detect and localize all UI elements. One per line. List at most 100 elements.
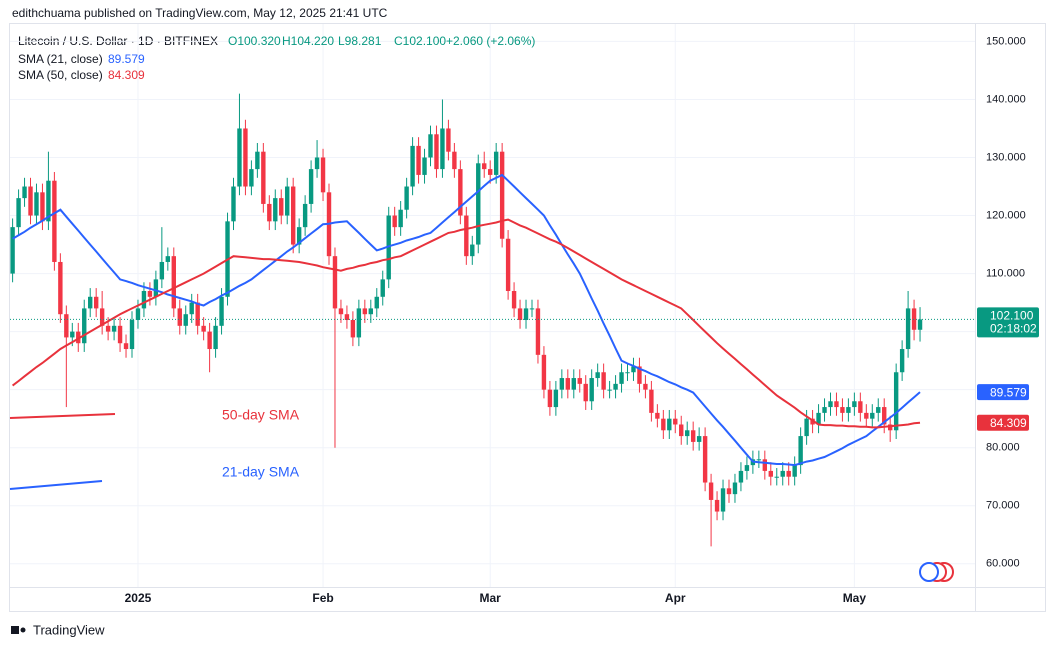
candle-body	[476, 163, 481, 245]
candle-body	[350, 320, 356, 338]
candle-body	[685, 430, 690, 437]
candle-body	[655, 412, 660, 419]
candle-body	[816, 412, 821, 425]
candle-body	[702, 436, 708, 483]
candle-body	[517, 308, 523, 321]
candle-body	[822, 407, 827, 413]
candle-body	[243, 128, 248, 187]
candle-body	[422, 157, 427, 175]
candle-body	[285, 186, 290, 216]
candle-body	[511, 290, 517, 309]
x-tick-label: Apr	[665, 591, 686, 605]
candle-body	[864, 412, 869, 419]
candle-body	[458, 169, 463, 216]
annotation: 21-day SMA	[222, 464, 300, 480]
candle-body	[649, 389, 654, 413]
candle-body	[434, 134, 439, 170]
candle-body	[159, 261, 165, 280]
candle-body	[249, 169, 254, 187]
change: +2.060 (+2.06%)	[446, 34, 535, 48]
candle-body	[320, 157, 326, 193]
price-tag-label: 102.100	[990, 309, 1034, 323]
candle-body	[111, 325, 117, 332]
candle-body	[547, 389, 553, 408]
price-tag-label: 89.579	[990, 385, 1027, 399]
y-tick-label: 140.000	[986, 93, 1026, 105]
candle-body	[368, 308, 373, 315]
legend-name: SMA (21, close)	[18, 52, 103, 66]
candle-body	[834, 401, 839, 408]
candle-body	[535, 308, 541, 355]
candle-body	[290, 186, 296, 245]
candle-body	[631, 366, 636, 373]
candle-body	[786, 470, 791, 477]
candle-body	[82, 308, 87, 344]
candle-body	[774, 476, 779, 478]
candle-body	[619, 372, 624, 384]
candle-body	[452, 151, 457, 170]
candle-body	[28, 186, 33, 216]
candle-body	[565, 378, 571, 390]
grid	[10, 24, 975, 587]
candle-body	[52, 180, 57, 262]
candle-body	[470, 244, 475, 257]
legend-name: SMA (50, close)	[18, 68, 103, 82]
candle-body	[732, 482, 738, 495]
y-tick-label: 130.000	[986, 151, 1026, 163]
candle-body	[613, 383, 618, 390]
candle-body	[690, 430, 696, 442]
candle-body	[523, 308, 529, 321]
candle-body	[625, 372, 630, 374]
candle-body	[852, 401, 857, 408]
annotation-line	[9, 480, 103, 490]
candle-body	[332, 256, 338, 309]
y-tick-label: 60.000	[986, 558, 1020, 570]
candle-body	[840, 407, 845, 413]
candle-body	[237, 128, 242, 187]
candle-body	[410, 145, 415, 187]
candle-body	[714, 499, 720, 512]
candle-body	[708, 482, 714, 500]
price-tag	[977, 414, 1029, 431]
logo-mark	[20, 627, 26, 633]
candle-body	[93, 296, 99, 309]
candle-body	[911, 308, 917, 330]
y-tick-label: 70.000	[986, 500, 1020, 512]
candle-body	[464, 215, 469, 257]
candle-body	[637, 366, 642, 384]
candle-body	[64, 314, 69, 338]
sma-line	[11, 218, 921, 429]
legend-value: 84.309	[108, 68, 145, 82]
candle-body	[129, 320, 135, 350]
candle-body	[141, 290, 147, 309]
candle-body	[905, 308, 911, 350]
candle-body	[147, 290, 153, 297]
candle-body	[404, 186, 409, 210]
logo: TradingView	[11, 622, 105, 637]
candle-body	[117, 325, 123, 344]
candle-body	[296, 227, 302, 245]
candle-body	[46, 180, 51, 222]
candle-body	[679, 424, 684, 437]
candle-body	[171, 256, 176, 309]
y-tick-label: 120.000	[986, 209, 1026, 221]
candle-body	[529, 308, 535, 310]
candle-body	[583, 383, 588, 402]
candle-body	[804, 418, 809, 437]
candle-body	[762, 459, 768, 471]
candle-body	[882, 407, 887, 425]
candle-body	[105, 325, 111, 332]
candle-body	[123, 343, 129, 350]
candle-body	[828, 401, 833, 408]
candle-body	[768, 470, 773, 477]
x-tick-label: Feb	[312, 591, 333, 605]
candle-body	[10, 227, 15, 274]
candle-body	[607, 389, 612, 391]
candle-body	[541, 354, 547, 390]
candle-body	[595, 372, 600, 379]
candle-body	[887, 424, 893, 431]
x-tick-label: 2025	[125, 591, 152, 605]
legend-value: 89.579	[108, 52, 145, 66]
annotation: 50-day SMA	[222, 407, 300, 423]
candle-body	[577, 378, 582, 384]
